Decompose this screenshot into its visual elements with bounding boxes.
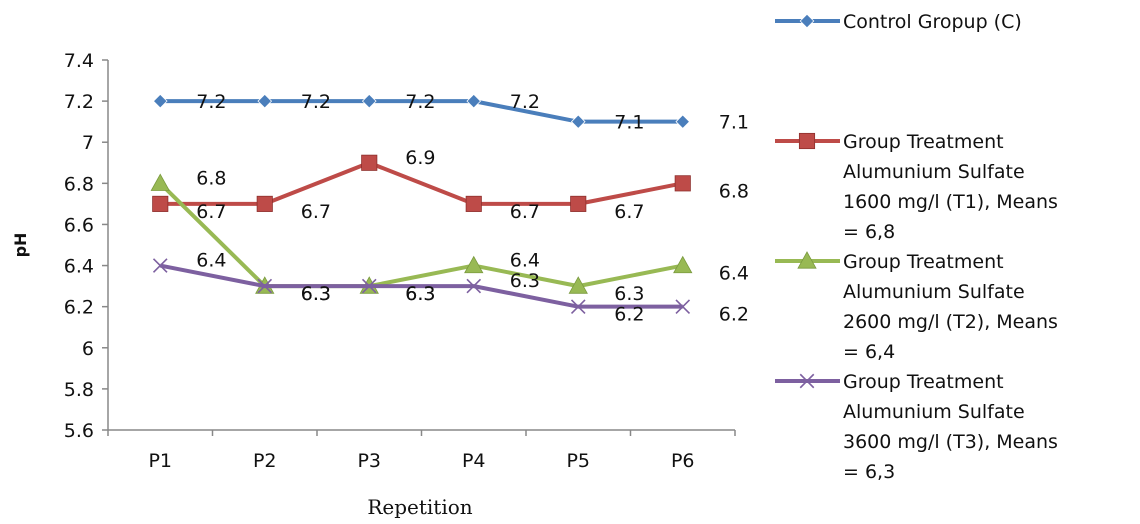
data-point-marker xyxy=(675,114,691,129)
data-labels: 7.2 7.2 7.2 7.2 7.1 7.1 6.7 6.7 6.9 6.7 6.7 6.8 6.8 6… xyxy=(196,91,749,326)
data-point-marker xyxy=(466,93,482,109)
data-point-marker xyxy=(361,93,377,109)
series-line xyxy=(160,160,684,206)
legend-label: Alumunium Sulfate xyxy=(843,401,1025,423)
legend-entry-4: Group Treatment Alumunium Sulfate 3600 mg/… xyxy=(775,371,1058,483)
legend-label: Group Treatment xyxy=(843,251,1004,273)
y-tick-label: 7 xyxy=(82,132,94,154)
series-2 xyxy=(152,154,691,212)
legend-entry-1: Control Gropup (C) xyxy=(775,11,1022,33)
data-point-marker xyxy=(152,93,168,109)
data-point-marker xyxy=(570,114,586,129)
x-tick-label: P1 xyxy=(148,450,172,472)
data-point-marker xyxy=(570,299,586,314)
legend-marker xyxy=(799,13,815,29)
data-label: 6.3 xyxy=(301,283,331,305)
legend-entry-3: Group Treatment Alumunium Sulfate 2600 mg/… xyxy=(775,251,1058,363)
data-point-marker xyxy=(465,195,482,212)
y-axis-title: pH xyxy=(11,233,30,258)
data-point-marker xyxy=(466,278,482,294)
data-point-marker xyxy=(257,278,273,294)
legend-label: Alumunium Sulfate xyxy=(843,281,1025,303)
legend-label: Alumunium Sulfate xyxy=(843,161,1025,183)
y-tick-label: 6.4 xyxy=(64,256,94,278)
data-label: 7.2 xyxy=(405,91,435,113)
y-tick-label: 6.8 xyxy=(64,173,94,195)
data-point-marker xyxy=(257,93,273,109)
data-label: 6.9 xyxy=(405,147,435,169)
data-point-marker xyxy=(256,195,273,212)
data-point-marker xyxy=(464,255,484,274)
data-label: 6.4 xyxy=(510,250,540,272)
series-line xyxy=(158,181,684,289)
y-tick-label: 7.4 xyxy=(64,50,94,72)
series-3 xyxy=(150,173,693,294)
data-label: 6.4 xyxy=(719,263,749,285)
legend-label: Group Treatment xyxy=(843,131,1004,153)
x-tick-label: P6 xyxy=(671,450,695,472)
data-label: 6.8 xyxy=(196,167,226,189)
data-point-marker xyxy=(361,154,378,171)
legend-label: 1600 mg/l (T1), Means xyxy=(843,191,1058,213)
series-4 xyxy=(152,258,691,314)
y-tick-label: 5.8 xyxy=(64,379,94,401)
legend-entry-2: Group Treatment Alumunium Sulfate 1600 mg/… xyxy=(775,131,1058,243)
data-label: 6.8 xyxy=(719,180,749,202)
y-tick-label: 6 xyxy=(82,338,94,360)
data-label: 7.2 xyxy=(301,91,331,113)
data-point-marker xyxy=(675,299,691,314)
data-label: 6.3 xyxy=(405,283,435,305)
data-label: 6.7 xyxy=(510,201,540,223)
y-axis-ticks: 5.6 5.8 6 6.2 6.4 6.6 6.8 7 7.2 7.4 xyxy=(64,50,108,442)
legend-label: = 6,3 xyxy=(843,461,895,483)
legend-label: Control Gropup (C) xyxy=(843,11,1022,33)
data-point-marker xyxy=(673,255,693,274)
data-point-marker xyxy=(568,276,588,294)
data-label: 6.3 xyxy=(405,283,435,305)
data-point-marker xyxy=(570,195,587,212)
data-point-marker xyxy=(674,175,691,192)
y-tick-label: 7.2 xyxy=(64,91,94,113)
legend-label: = 6,8 xyxy=(843,221,895,243)
data-label: 6.3 xyxy=(510,270,540,292)
data-label: 6.2 xyxy=(719,304,749,326)
data-label: 6.3 xyxy=(301,283,331,305)
data-label: 6.3 xyxy=(614,283,644,305)
data-label: 6.7 xyxy=(301,201,331,223)
legend-label: 2600 mg/l (T2), Means xyxy=(843,311,1058,333)
x-axis-title: Repetition xyxy=(367,495,472,519)
data-label: 6.4 xyxy=(196,250,226,272)
data-point-marker xyxy=(361,278,377,294)
data-point-marker xyxy=(152,258,168,273)
x-tick-label: P3 xyxy=(357,450,381,472)
x-tick-label: P2 xyxy=(253,450,277,472)
data-label: 7.2 xyxy=(196,91,226,113)
data-label: 7.1 xyxy=(719,112,749,134)
data-label: 7.1 xyxy=(614,112,644,134)
y-tick-label: 6.6 xyxy=(64,214,94,236)
legend-marker xyxy=(798,132,816,150)
data-point-marker xyxy=(152,195,169,212)
series-group xyxy=(150,93,693,314)
x-tick-label: P4 xyxy=(462,450,486,472)
data-label: 6.7 xyxy=(196,201,226,223)
legend-label: 3600 mg/l (T3), Means xyxy=(843,431,1058,453)
y-tick-label: 5.6 xyxy=(64,420,94,442)
legend: Control Gropup (C) Group Treatment Alumuni… xyxy=(775,11,1058,483)
data-label: 7.2 xyxy=(510,91,540,113)
series-1 xyxy=(152,93,691,129)
legend-label: Group Treatment xyxy=(843,371,1004,393)
legend-label: = 6,4 xyxy=(843,341,895,363)
x-axis-ticks: P1 P2 P3 P4 P5 P6 xyxy=(107,430,736,472)
x-tick-label: P5 xyxy=(566,450,590,472)
legend-marker xyxy=(799,373,815,389)
data-point-marker xyxy=(150,173,170,191)
data-label: 6.2 xyxy=(614,304,644,326)
series-line xyxy=(159,263,683,309)
data-label: 6.7 xyxy=(614,201,644,223)
y-tick-label: 6.2 xyxy=(64,297,94,319)
series-line xyxy=(160,99,683,124)
legend-marker xyxy=(797,251,817,269)
